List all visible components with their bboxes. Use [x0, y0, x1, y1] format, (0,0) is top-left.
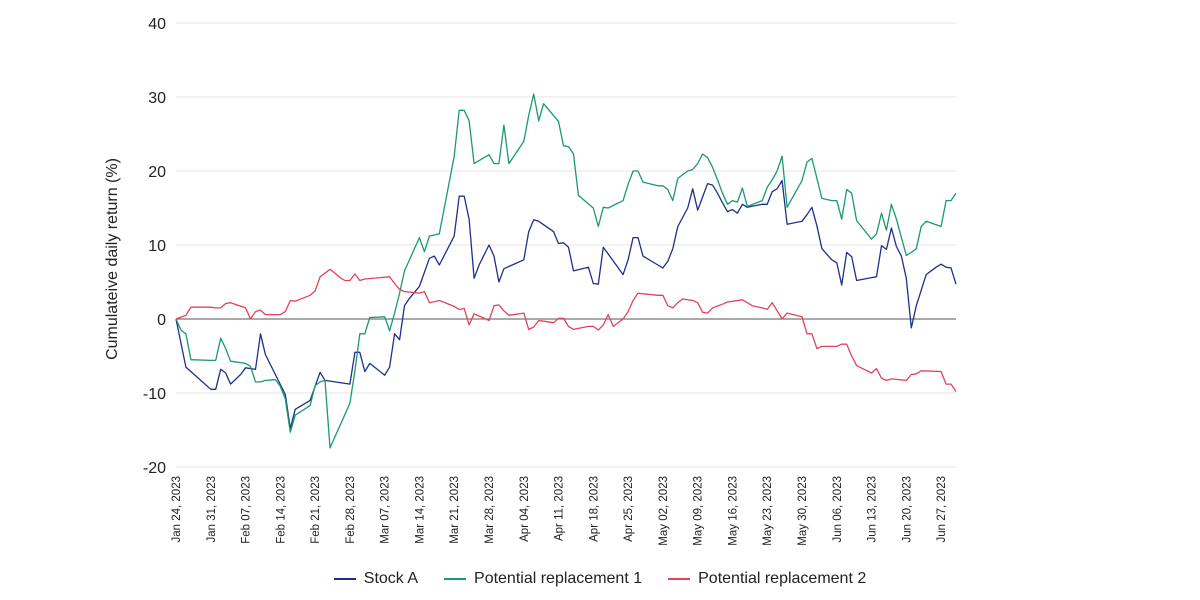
x-tick: Jun 06, 2023 [832, 476, 844, 543]
y-tick-label: -10 [143, 386, 166, 403]
x-tick-label: Apr 25, 2023 [623, 476, 635, 542]
x-tick: May 23, 2023 [762, 476, 774, 546]
x-tick-label: Apr 11, 2023 [554, 476, 566, 541]
x-tick-label: May 02, 2023 [658, 476, 670, 546]
y-tick-label: 30 [148, 90, 166, 107]
x-tick: Jun 13, 2023 [867, 476, 879, 543]
x-axis-ticks: Jan 24, 2023 Jan 31, 2023 Feb 07, 2023 Feb … [171, 476, 948, 546]
x-tick: Jun 20, 2023 [901, 476, 913, 543]
series-lines [175, 93, 957, 449]
x-tick-label: May 30, 2023 [797, 476, 809, 546]
y-tick-label: 0 [157, 312, 166, 329]
legend-swatch [333, 578, 356, 580]
legend-label: Stock A [363, 570, 419, 587]
x-tick-label: Mar 07, 2023 [380, 476, 392, 544]
x-tick-label: Feb 14, 2023 [275, 476, 287, 544]
x-tick-label: Mar 28, 2023 [484, 476, 496, 544]
x-tick-label: Feb 28, 2023 [345, 476, 357, 544]
x-tick-label: Mar 21, 2023 [449, 476, 461, 544]
y-axis-title: Cumulateive daily return (%) [104, 158, 121, 360]
line-chart-svg: -20 -10 0 10 20 30 40 Jan 24, 2023 Jan 31, 2023… [104, 16, 957, 546]
x-tick: Feb 07, 2023 [241, 476, 253, 544]
x-tick: Apr 25, 2023 [623, 476, 635, 542]
x-tick: Mar 28, 2023 [484, 476, 496, 544]
y-tick-label: 10 [148, 238, 166, 255]
x-tick-label: Jun 06, 2023 [832, 476, 844, 543]
x-tick: Mar 07, 2023 [380, 476, 392, 544]
x-tick-label: Feb 07, 2023 [241, 476, 253, 544]
legend-label: Potential replacement 2 [698, 570, 867, 587]
legend-item-1: Stock A [333, 570, 419, 588]
x-tick-label: Feb 21, 2023 [310, 476, 322, 544]
x-tick: Apr 04, 2023 [519, 476, 531, 542]
x-tick: Jan 31, 2023 [206, 476, 218, 543]
y-tick-label: 40 [148, 16, 166, 33]
x-tick: Feb 28, 2023 [345, 476, 357, 544]
x-tick-label: Jun 27, 2023 [936, 476, 948, 543]
x-tick: Mar 14, 2023 [414, 476, 426, 544]
legend-label: Potential replacement 1 [474, 570, 643, 587]
x-tick: Feb 21, 2023 [310, 476, 322, 544]
legend-item-3: Potential replacement 2 [668, 570, 866, 588]
x-tick-label: May 09, 2023 [693, 476, 705, 546]
y-axis-ticks: -20 -10 0 10 20 30 40 [143, 16, 166, 477]
legend-swatch [444, 578, 467, 580]
y-tick-label: 20 [148, 164, 166, 181]
x-tick: Feb 14, 2023 [275, 476, 287, 544]
x-tick: May 09, 2023 [693, 476, 705, 546]
x-tick: May 02, 2023 [658, 476, 670, 546]
x-tick-label: Jun 13, 2023 [867, 476, 879, 543]
series-line-2 [175, 93, 957, 449]
x-tick-label: Mar 14, 2023 [414, 476, 426, 544]
x-tick: May 30, 2023 [797, 476, 809, 546]
y-tick-label: -20 [143, 460, 166, 477]
x-tick: Mar 21, 2023 [449, 476, 461, 544]
series-line-1 [175, 179, 957, 430]
x-tick: Jun 27, 2023 [936, 476, 948, 543]
x-tick-label: Jun 20, 2023 [901, 476, 913, 543]
series-line-3 [175, 268, 957, 392]
x-tick-label: Jan 24, 2023 [171, 476, 183, 543]
x-tick: May 16, 2023 [727, 476, 739, 546]
x-tick: Jan 24, 2023 [171, 476, 183, 543]
x-tick-label: Apr 04, 2023 [519, 476, 531, 542]
x-tick-label: May 23, 2023 [762, 476, 774, 546]
x-tick: Apr 18, 2023 [588, 476, 600, 542]
x-tick-label: May 16, 2023 [727, 476, 739, 546]
legend-item-2: Potential replacement 1 [444, 570, 642, 588]
legend: Stock A Potential replacement 1 Potential … [0, 570, 1200, 588]
x-tick: Apr 11, 2023 [554, 476, 566, 541]
x-tick-label: Apr 18, 2023 [588, 476, 600, 542]
x-tick-label: Jan 31, 2023 [206, 476, 218, 543]
legend-swatch [668, 578, 691, 580]
